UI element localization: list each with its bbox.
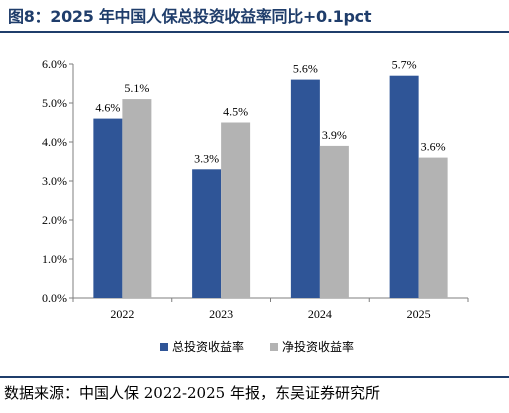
data-label: 4.6% (95, 101, 120, 115)
y-tick-label: 6.0% (42, 57, 67, 71)
y-tick-label: 4.0% (42, 135, 67, 149)
data-label: 3.3% (194, 151, 219, 165)
y-tick-label: 0.0% (42, 291, 67, 305)
data-label: 5.7% (392, 58, 417, 72)
bar-net-2022 (122, 99, 152, 298)
bar-total-2024 (290, 79, 320, 298)
source-note: 数据来源：中国人保 2022-2025 年报，东吴证券研究所 (4, 384, 380, 402)
legend-swatch (270, 343, 278, 351)
chart-bars (93, 75, 448, 298)
data-label: 3.6% (421, 140, 446, 154)
bar-net-2025 (418, 157, 448, 298)
legend-label: 净投资收益率 (282, 339, 354, 354)
figure-title: 图8：2025 年中国人保总投资收益率同比+0.1pct (8, 7, 372, 26)
chart-axes: 0.0% 1.0% 2.0% 3.0% 4.0% 5.0% 6.0% 2022 2023 2024… (42, 57, 469, 321)
data-label: 4.5% (223, 105, 248, 119)
bar-total-2023 (192, 169, 222, 298)
data-label: 5.6% (293, 62, 318, 76)
x-tick-label: 2023 (209, 307, 233, 321)
y-tick-label: 3.0% (42, 174, 67, 188)
bar-net-2023 (221, 122, 251, 298)
title-divider (0, 31, 509, 33)
data-label: 5.1% (124, 81, 149, 95)
y-tick-label: 5.0% (42, 96, 67, 110)
source-divider (0, 376, 509, 378)
x-tick-label: 2024 (308, 307, 332, 321)
x-tick-label: 2025 (407, 307, 431, 321)
y-tick-label: 1.0% (42, 252, 67, 266)
chart-legend: 总投资收益率 净投资收益率 (160, 339, 354, 354)
data-label: 3.9% (322, 128, 347, 142)
chart-data-labels: 4.6% 5.1% 3.3% 4.5% 5.6% 3.9% 5.7% 3.6% (95, 58, 445, 166)
legend-label: 总投资收益率 (172, 339, 244, 354)
bar-total-2025 (389, 75, 419, 298)
bar-total-2022 (93, 118, 123, 298)
bar-net-2024 (319, 145, 349, 298)
x-tick-label: 2022 (110, 307, 134, 321)
y-tick-label: 2.0% (42, 213, 67, 227)
legend-swatch (160, 343, 168, 351)
